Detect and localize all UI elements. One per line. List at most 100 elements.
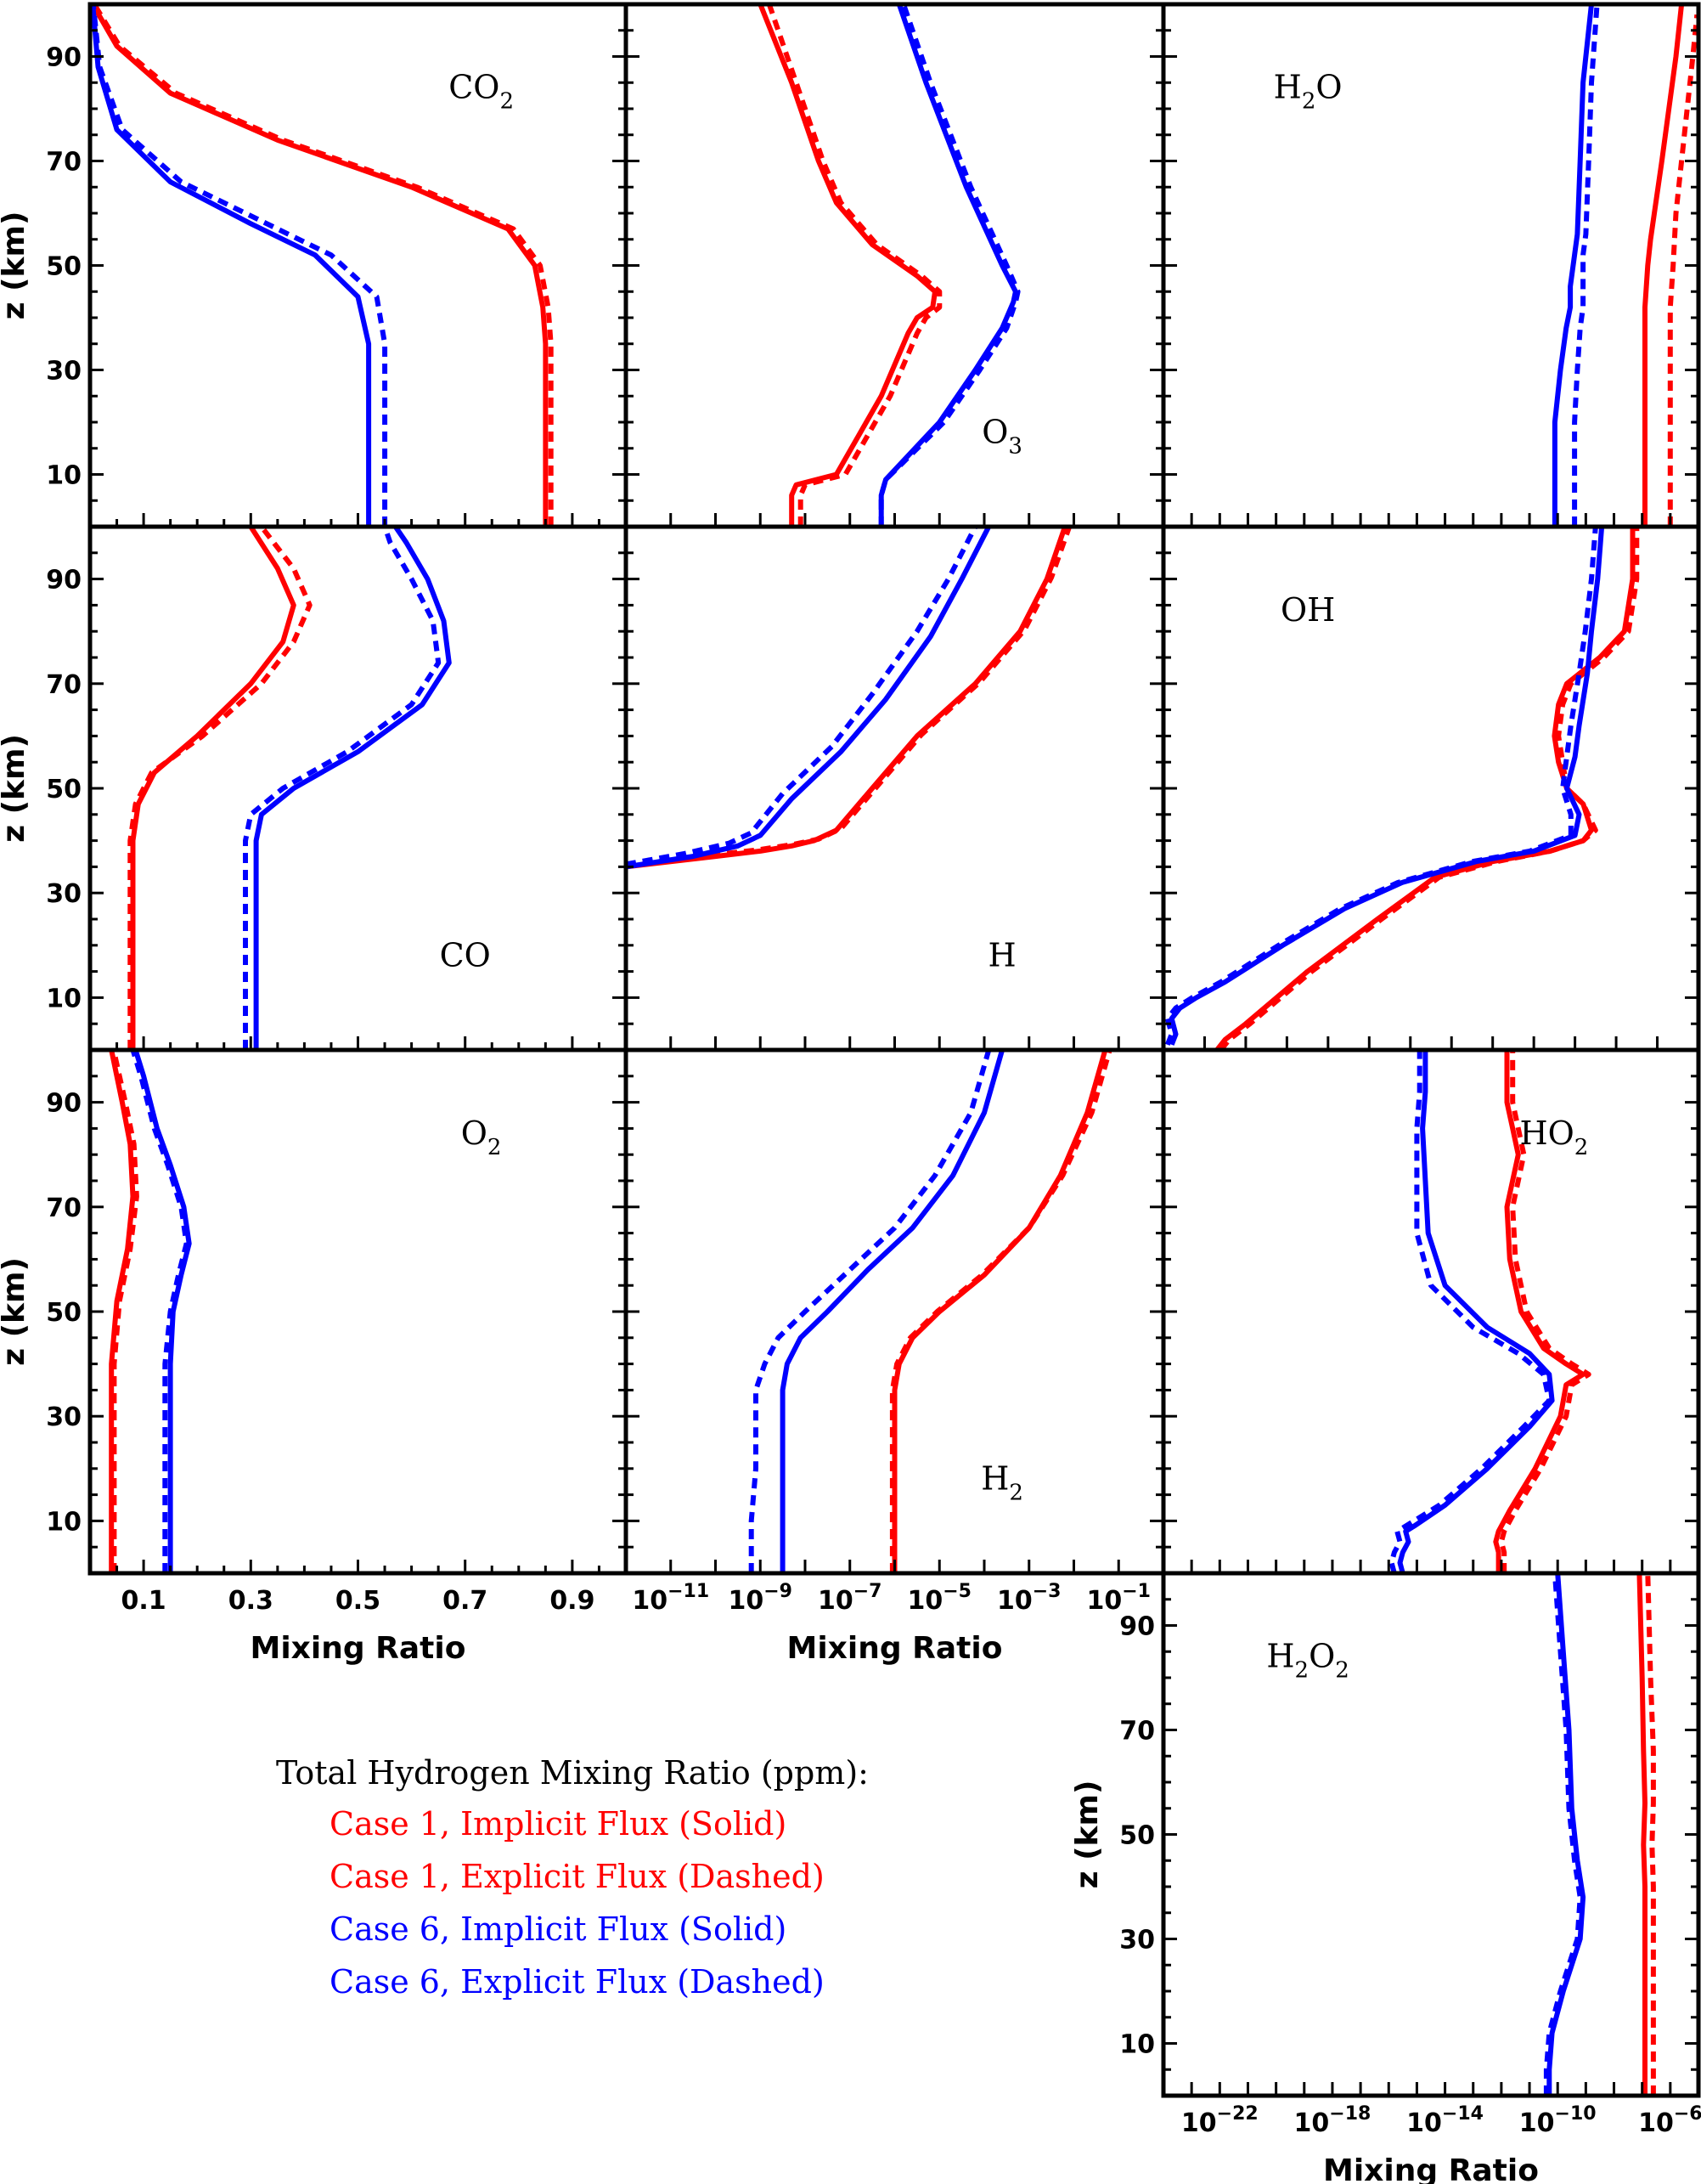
- series-h2o2-case-1-explicit: [1645, 1572, 1656, 2096]
- y-tick-label: 10: [46, 1507, 82, 1537]
- y-axis-title: z (km): [1070, 1780, 1105, 1889]
- x-tick-label: 0.5: [335, 1586, 380, 1616]
- species-label-oh: OH: [1281, 591, 1335, 629]
- x-tick-exponent: −3: [1033, 1581, 1062, 1602]
- series-h-case-6-explicit: [625, 525, 978, 867]
- series-co2-case-1-explicit: [92, 3, 554, 527]
- panel-h2: 10−11 10−9 10−7 10−5 10−3 10−1 Mixing Ratio H2: [623, 1047, 1166, 1666]
- y-tick-label: 70: [1119, 1717, 1155, 1747]
- panel-ho2: HO2: [1161, 1047, 1701, 1576]
- x-tick-exponent: −1: [1122, 1581, 1151, 1602]
- legend-entry-case6-explicit: Case 6, Explicit Flux (Dashed): [329, 1963, 825, 2001]
- series-h2o2-case-1-implicit: [1636, 1572, 1647, 2096]
- panel-oh: OH: [1161, 524, 1701, 1052]
- panel-h: H: [623, 524, 1166, 1052]
- series-h2o2-case-6-explicit: [1543, 1572, 1583, 2096]
- series-o3-case-1-implicit: [758, 3, 938, 527]
- series-o3-case-1-explicit: [766, 3, 943, 527]
- series-o2-case-6-implicit: [132, 1049, 192, 1573]
- x-tick-exponent: −11: [667, 1581, 709, 1602]
- x-tick-exponent: −6: [1674, 2103, 1701, 2125]
- y-tick-label: 30: [1119, 1926, 1155, 1955]
- y-tick-label: 30: [46, 357, 82, 387]
- panel-frame-co: [87, 524, 628, 1052]
- panel-h2o2: 10 30 50 70 90 z (km) 10−22 10−18 10−14 10−10 10−6…: [1070, 1571, 1701, 2184]
- series-h-case-1-implicit: [625, 526, 1067, 870]
- series-o2-case-1-implicit: [109, 1049, 136, 1573]
- species-label-h2o: H2O: [1274, 69, 1343, 115]
- x-tick-label: 10−10: [1519, 2103, 1597, 2138]
- x-tick-label: 0.1: [121, 1586, 166, 1616]
- x-tick-exponent: −18: [1329, 2103, 1371, 2125]
- panel-co2: 10 30 50 70 90 z (km) CO2: [0, 2, 628, 529]
- species-label-co: CO: [440, 936, 491, 973]
- panel-o2: 10 30 50 70 90 z (km) 0.1 0.3 0.5 0.7 0.9 Mixing Ra…: [0, 1047, 628, 1666]
- x-axis-title: Mixing Ratio: [787, 1631, 1003, 1666]
- x-tick-label: 0.3: [228, 1586, 273, 1616]
- y-tick-label: 30: [46, 1402, 82, 1432]
- x-tick-label: 10−14: [1406, 2103, 1484, 2138]
- legend-entry-case1-implicit: Case 1, Implicit Flux (Solid): [329, 1805, 786, 1843]
- species-label-o3: O3: [982, 414, 1022, 460]
- y-tick-label: 30: [46, 879, 82, 909]
- x-tick-exponent: −7: [853, 1581, 882, 1602]
- species-label-h: H: [988, 936, 1017, 973]
- y-tick-label: 90: [46, 1089, 82, 1119]
- series-h2o2-case-6-implicit: [1546, 1572, 1586, 2096]
- series-ho2-case-6-implicit: [1397, 1050, 1555, 1574]
- y-tick-label: 90: [46, 566, 82, 595]
- series-o2-case-6-explicit: [130, 1049, 189, 1573]
- x-tick-label: 10−18: [1294, 2103, 1372, 2138]
- series-h-case-1-explicit: [625, 526, 1073, 868]
- y-axis-title: z (km): [0, 212, 31, 320]
- legend-title: Total Hydrogen Mixing Ratio (ppm):: [276, 1754, 869, 1792]
- series-o3-case-6-explicit: [878, 3, 1021, 527]
- series-h2-case-1-explicit: [889, 1049, 1112, 1573]
- panel-h2o: H2O: [1161, 2, 1701, 529]
- panel-frame-o3: [623, 2, 1166, 529]
- x-tick-label: 0.9: [549, 1586, 594, 1616]
- series-h2-case-6-implicit: [780, 1049, 1005, 1573]
- series-co-case-1-implicit: [130, 525, 296, 1050]
- y-tick-label: 70: [46, 670, 82, 700]
- y-tick-label: 10: [1119, 2030, 1155, 2060]
- series-h2o-case-1-explicit: [1667, 14, 1700, 527]
- series-co2-case-6-explicit: [90, 3, 388, 527]
- y-tick-label: 90: [1119, 1612, 1155, 1642]
- species-label-o2: O2: [461, 1115, 502, 1160]
- series-co-case-1-explicit: [127, 525, 313, 1050]
- y-tick-label: 10: [46, 984, 82, 1013]
- series-oh-case-6-explicit: [1164, 526, 1598, 1046]
- series-oh-case-6-implicit: [1169, 526, 1605, 1046]
- series-o2-case-1-explicit: [110, 1049, 139, 1573]
- series-h2o-case-6-explicit: [1572, 3, 1600, 527]
- y-tick-label: 90: [46, 43, 82, 73]
- series-h2o-case-6-implicit: [1552, 3, 1594, 527]
- series-h2o-case-1-implicit: [1642, 3, 1685, 527]
- species-label-h2o2: H2O2: [1266, 1638, 1349, 1684]
- panel-o3: O3: [623, 2, 1166, 529]
- legend-entry-case1-explicit: Case 1, Explicit Flux (Dashed): [329, 1858, 825, 1895]
- x-tick-label: 0.7: [442, 1586, 487, 1616]
- panel-frame-h2o: [1161, 2, 1701, 529]
- series-ho2-case-1-implicit: [1493, 1050, 1586, 1573]
- legend: Total Hydrogen Mixing Ratio (ppm): Case …: [276, 1754, 869, 2001]
- series-h-case-6-implicit: [625, 525, 991, 870]
- x-tick-label: 10−9: [729, 1581, 793, 1616]
- x-tick-exponent: −5: [943, 1581, 972, 1602]
- series-h2-case-6-explicit: [748, 1049, 992, 1573]
- series-ho2-case-1-explicit: [1498, 1050, 1591, 1573]
- y-axis-title: z (km): [0, 1257, 31, 1366]
- x-tick-label: 10−1: [1087, 1581, 1152, 1616]
- x-axis-title: Mixing Ratio: [1323, 2153, 1539, 2184]
- series-co2-case-6-implicit: [90, 3, 372, 527]
- panel-frame-h2o2: [1161, 1571, 1701, 2098]
- y-tick-label: 50: [1119, 1821, 1155, 1851]
- x-tick-label: 10−6: [1638, 2103, 1701, 2138]
- panel-frame-h: [623, 524, 1166, 1052]
- y-tick-label: 70: [46, 1194, 82, 1223]
- series-co-case-6-explicit: [243, 526, 442, 1050]
- x-tick-label: 10−11: [632, 1581, 709, 1616]
